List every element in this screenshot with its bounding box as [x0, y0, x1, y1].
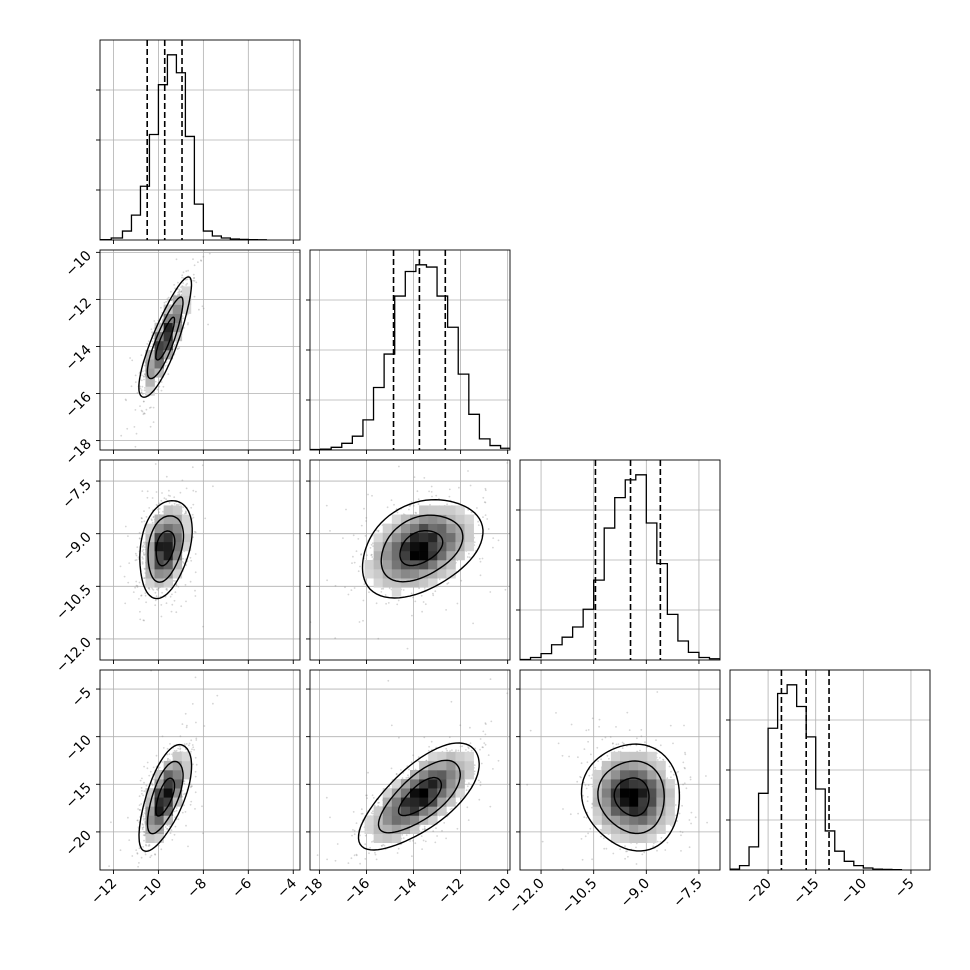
y-tick-label: −20	[63, 827, 95, 859]
contour-level-2	[155, 530, 176, 567]
x-tick-label: −12.0	[506, 876, 548, 918]
histogram-panel-2	[516, 459, 721, 661]
density-cells-0-2	[145, 505, 192, 588]
x-tick-label: −9.0	[618, 876, 653, 911]
x-tick-label: −12	[88, 876, 120, 908]
x-tick-label: −6	[229, 875, 255, 901]
contours-0-3	[138, 743, 193, 853]
histogram-3-frame	[729, 669, 931, 871]
contour-level-2	[155, 316, 176, 361]
y-tick-label: −14	[63, 342, 95, 374]
contour-level-1	[597, 760, 665, 835]
contours-0-1	[138, 276, 193, 398]
histogram-steps-0	[100, 54, 267, 240]
scatter-panel-1-3	[309, 669, 511, 871]
contours-0-2	[139, 499, 193, 600]
y-tick-label: −10	[63, 248, 95, 280]
y-tick-label: −9.0	[59, 529, 94, 564]
x-tick-label: −10	[838, 876, 870, 908]
contour-level-0	[138, 743, 193, 853]
x-tick-label: −16	[341, 875, 373, 907]
histogram-panel-0	[96, 39, 301, 241]
y-tick-label: −12.0	[53, 634, 95, 676]
scatter-1-3-frame	[309, 669, 511, 871]
contour-level-0	[361, 498, 484, 599]
histogram-grid-1	[310, 250, 510, 450]
histogram-grid-2	[520, 460, 720, 660]
contour-level-2	[613, 777, 650, 817]
x-tick-label: −10	[133, 876, 165, 908]
histogram-steps-2	[520, 474, 720, 660]
y-tick-label: −18	[63, 436, 95, 468]
contour-level-1	[147, 515, 185, 583]
x-tick-label: −10.5	[559, 876, 601, 918]
y-tick-label: −10.5	[53, 582, 95, 624]
y-tick-label: −10	[63, 732, 95, 764]
histogram-2-frame	[519, 459, 721, 661]
density-cells-1-2	[364, 505, 474, 597]
contour-level-0	[139, 499, 193, 600]
contours-2-3	[580, 743, 681, 852]
scatter-panel-0-3	[99, 669, 301, 871]
histogram-steps-3	[730, 684, 903, 870]
scatter-2-3-frame	[519, 669, 721, 871]
y-tick-label: −16	[63, 389, 95, 421]
x-tick-label: −7.5	[670, 876, 705, 911]
contour-level-0	[357, 742, 480, 851]
contour-level-1	[377, 759, 462, 834]
y-tick-label: −15	[63, 780, 95, 812]
contour-level-2	[399, 530, 444, 567]
contour-level-1	[146, 760, 184, 835]
histogram-panel-3	[726, 669, 931, 871]
x-axis-param-0: −12 −10 −8 −6 −4	[88, 240, 300, 908]
x-tick-label: −8	[184, 876, 210, 902]
contour-level-2	[397, 776, 443, 817]
histogram-0-frame	[99, 39, 301, 241]
contours-1-2	[361, 498, 484, 599]
histogram-steps-1	[310, 264, 510, 450]
y-tick-label: −7.5	[59, 477, 94, 512]
x-tick-label: −20	[743, 876, 775, 908]
scatter-0-3-frame	[99, 669, 301, 871]
contour-level-1	[380, 514, 464, 583]
scatter-0-2-frame	[99, 459, 301, 661]
scatter-panel-1-2	[309, 459, 511, 661]
x-tick-label: −14	[388, 875, 420, 907]
scatter-0-1-frame	[99, 249, 301, 451]
x-tick-label: −15	[790, 876, 822, 908]
y-axis-param-1: −18 −16 −14 −12 −10	[63, 248, 100, 468]
x-tick-label: −12	[435, 876, 467, 908]
scatter-1-2-frame	[309, 459, 511, 661]
histogram-grid-0	[100, 40, 300, 240]
x-axis-param-3: −20 −15 −10 −5	[743, 870, 918, 908]
contour-level-0	[580, 743, 681, 852]
histogram-grid-3	[730, 670, 930, 870]
density-cells-2-3	[592, 751, 675, 844]
histogram-1-frame	[309, 249, 511, 451]
contour-level-0	[138, 276, 193, 398]
x-tick-label: −5	[892, 876, 918, 902]
x-tick-label: −18	[294, 876, 326, 908]
y-tick-label: −5	[69, 685, 95, 711]
scatter-panel-2-3	[519, 669, 721, 871]
scatter-panel-0-1	[99, 249, 301, 451]
contour-level-1	[146, 296, 184, 380]
scatter-panel-0-2	[99, 459, 301, 661]
y-tick-label: −12	[63, 295, 95, 327]
histogram-panel-1	[306, 249, 511, 451]
contour-level-2	[155, 777, 176, 817]
contours-1-3	[357, 742, 480, 851]
